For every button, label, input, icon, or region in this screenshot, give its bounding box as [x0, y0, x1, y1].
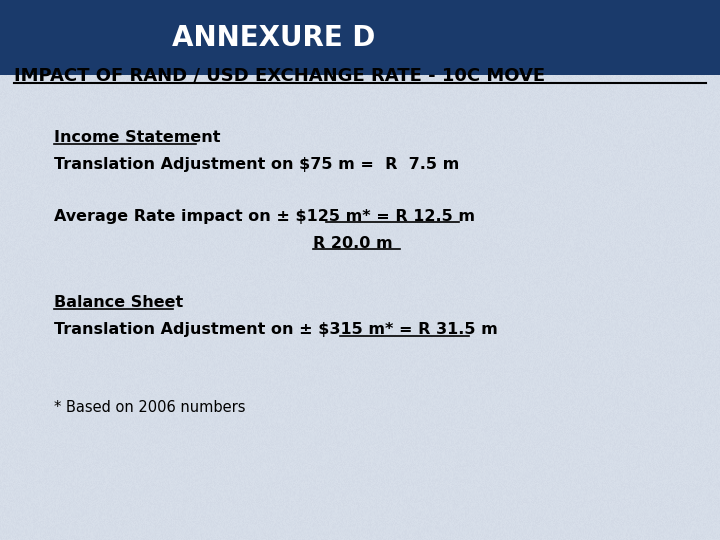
Text: Translation Adjustment on $75 m =  R  7.5 m: Translation Adjustment on $75 m = R 7.5 … [54, 157, 459, 172]
Text: ANNEXURE D: ANNEXURE D [172, 24, 375, 51]
Text: Average Rate impact on ± $125 m* = R 12.5 m: Average Rate impact on ± $125 m* = R 12.… [54, 208, 475, 224]
FancyBboxPatch shape [0, 0, 720, 75]
Text: IMPACT OF RAND / USD EXCHANGE RATE - 10C MOVE: IMPACT OF RAND / USD EXCHANGE RATE - 10C… [14, 66, 546, 85]
FancyBboxPatch shape [0, 75, 720, 540]
Text: Balance Sheet: Balance Sheet [54, 295, 184, 310]
Text: Income Statement: Income Statement [54, 130, 220, 145]
Text: * Based on 2006 numbers: * Based on 2006 numbers [54, 400, 246, 415]
Text: R 20.0 m: R 20.0 m [313, 235, 393, 251]
Text: Translation Adjustment on ± $315 m* = R 31.5 m: Translation Adjustment on ± $315 m* = R … [54, 322, 498, 337]
